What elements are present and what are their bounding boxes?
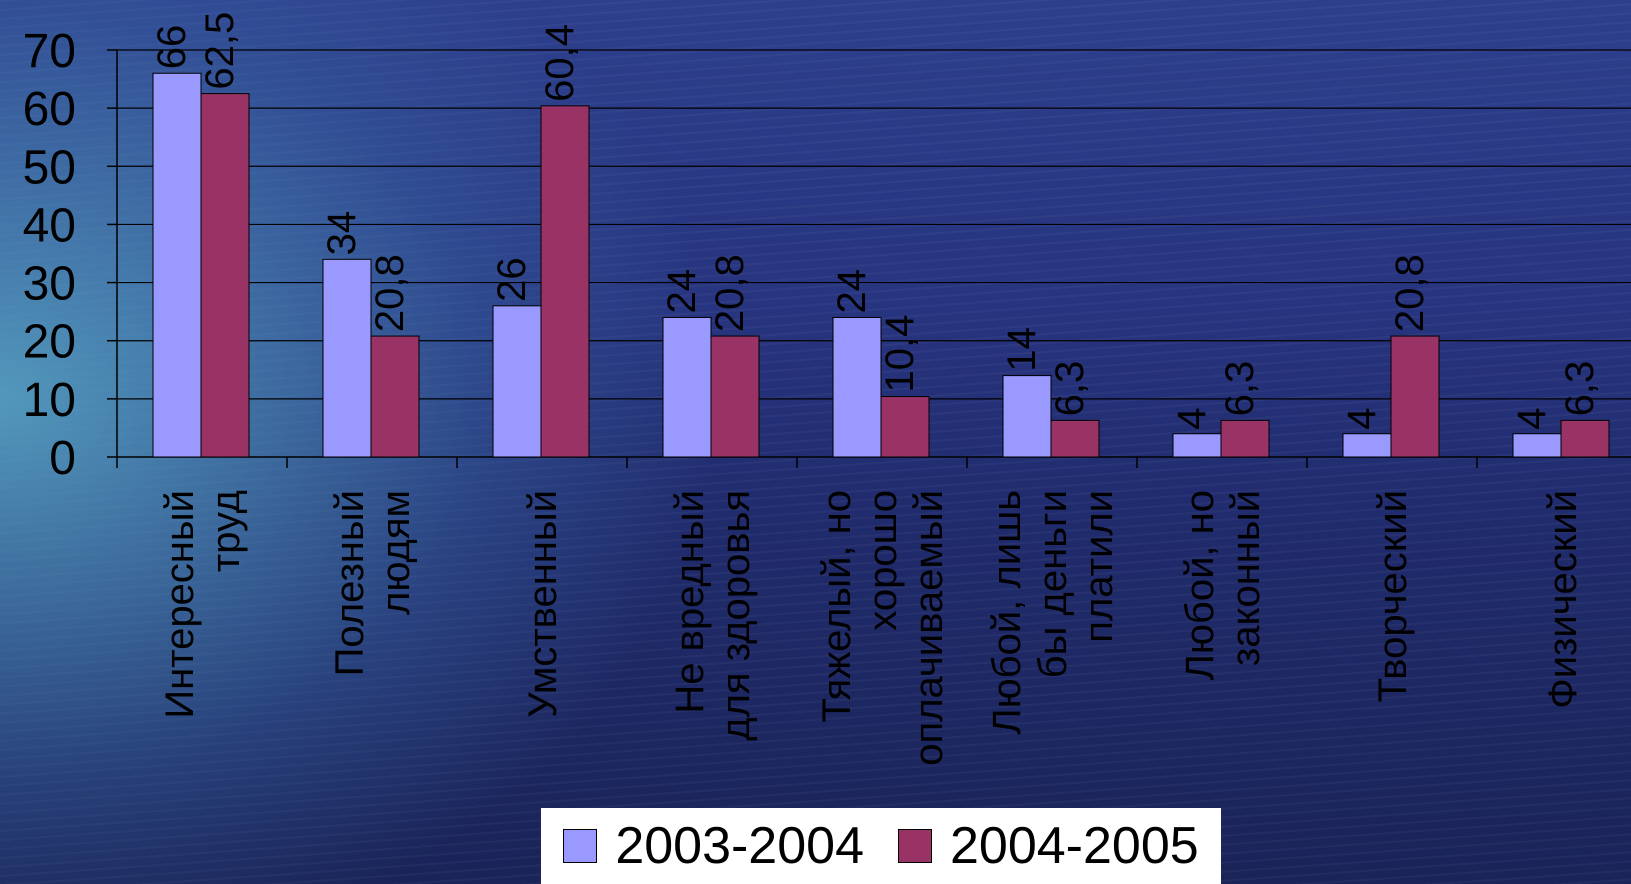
bar-2004-2005-4 bbox=[710, 335, 760, 458]
data-label: 10,4 bbox=[878, 315, 922, 393]
category-label-line: Полезный bbox=[328, 490, 372, 676]
bar-2004-2005-3 bbox=[540, 105, 590, 458]
category-label-line: Физический bbox=[1541, 490, 1585, 709]
category-label: Умственный bbox=[521, 490, 565, 718]
category-label-line: труд bbox=[204, 490, 248, 572]
data-label: 34 bbox=[320, 211, 364, 256]
y-tick-label: 30 bbox=[23, 258, 76, 311]
category-label-line: Творческий bbox=[1371, 490, 1415, 702]
category-label: Любой, но законный bbox=[1178, 490, 1268, 680]
legend-swatch-series-1 bbox=[563, 829, 598, 863]
y-tick-label: 70 bbox=[23, 25, 76, 78]
data-label: 20,8 bbox=[1388, 254, 1432, 332]
data-label: 6,3 bbox=[1048, 361, 1092, 417]
data-label: 26 bbox=[490, 257, 534, 302]
bar-2003-2004-9 bbox=[1512, 433, 1562, 458]
category-label-line: платили bbox=[1077, 490, 1121, 643]
category-label-line: Не вредный bbox=[668, 490, 712, 714]
data-label: 14 bbox=[1000, 327, 1044, 372]
bar-2003-2004-4 bbox=[662, 316, 712, 458]
data-label: 4 bbox=[1170, 407, 1214, 429]
bar-2004-2005-6 bbox=[1050, 419, 1100, 458]
category-label-line: Любой, лишь bbox=[985, 490, 1029, 735]
legend: 2003-2004 2004-2005 bbox=[541, 808, 1221, 884]
data-label: 4 bbox=[1340, 407, 1384, 429]
category-label-line: для здоровья bbox=[714, 490, 758, 741]
data-label: 62,5 bbox=[198, 12, 242, 90]
data-label: 24 bbox=[660, 269, 704, 314]
y-tick-label: 20 bbox=[23, 316, 76, 369]
category-label: Любой, лишь бы деньги платили bbox=[985, 490, 1121, 735]
y-tick-label: 50 bbox=[23, 141, 76, 194]
data-label: 20,8 bbox=[368, 254, 412, 332]
data-label: 6,3 bbox=[1218, 361, 1262, 417]
category-label: Интересный труд bbox=[158, 490, 248, 719]
bar-2003-2004-5 bbox=[832, 316, 882, 458]
y-tick-label: 60 bbox=[23, 83, 76, 136]
category-label-line: хорошо bbox=[861, 490, 905, 631]
data-label: 60,4 bbox=[538, 24, 582, 102]
data-label: 24 bbox=[830, 269, 874, 314]
y-tick-label: 0 bbox=[49, 432, 76, 485]
category-label: Физический bbox=[1541, 490, 1585, 709]
category-label-line: Умственный bbox=[521, 490, 565, 718]
legend-item-series-1: 2003-2004 bbox=[563, 820, 864, 872]
y-tick-label: 40 bbox=[23, 199, 76, 252]
category-label: Творческий bbox=[1371, 490, 1415, 702]
data-label: 66 bbox=[150, 25, 194, 70]
category-label: Тяжелый, но хорошо оплачиваемый bbox=[815, 490, 951, 766]
category-label-line: Тяжелый, но bbox=[815, 490, 859, 723]
category-label-line: оплачиваемый bbox=[907, 490, 951, 766]
bar-2004-2005-1 bbox=[200, 93, 250, 458]
category-label-line: людям bbox=[374, 490, 418, 615]
bar-2003-2004-1 bbox=[152, 72, 202, 458]
bar-2004-2005-2 bbox=[370, 335, 420, 458]
bar-2003-2004-2 bbox=[322, 258, 372, 458]
data-label: 20,8 bbox=[708, 254, 752, 332]
category-label-line: Любой, но bbox=[1178, 490, 1222, 680]
category-label: Полезный людям bbox=[328, 490, 418, 676]
legend-swatch-series-2 bbox=[898, 829, 932, 863]
category-label-line: Интересный bbox=[158, 490, 202, 719]
bar-2003-2004-3 bbox=[492, 305, 542, 458]
bar-2003-2004-7 bbox=[1172, 433, 1222, 458]
bar-2003-2004-6 bbox=[1002, 375, 1052, 458]
legend-label-series-1: 2003-2004 bbox=[615, 817, 864, 875]
category-label-line: бы деньги bbox=[1031, 490, 1075, 678]
bar-2004-2005-7 bbox=[1220, 419, 1270, 458]
bar-2004-2005-9 bbox=[1560, 419, 1610, 458]
data-label: 6,3 bbox=[1558, 361, 1602, 417]
category-label-line: законный bbox=[1224, 490, 1268, 666]
bar-2003-2004-8 bbox=[1342, 433, 1392, 458]
legend-label-series-2: 2004-2005 bbox=[950, 817, 1199, 875]
category-label: Не вредный для здоровья bbox=[668, 490, 758, 741]
y-tick-label: 10 bbox=[23, 374, 76, 427]
bar-2004-2005-8 bbox=[1390, 335, 1440, 458]
data-label: 4 bbox=[1510, 407, 1554, 429]
legend-item-series-2: 2004-2005 bbox=[898, 820, 1199, 872]
bar-2004-2005-5 bbox=[880, 396, 930, 458]
